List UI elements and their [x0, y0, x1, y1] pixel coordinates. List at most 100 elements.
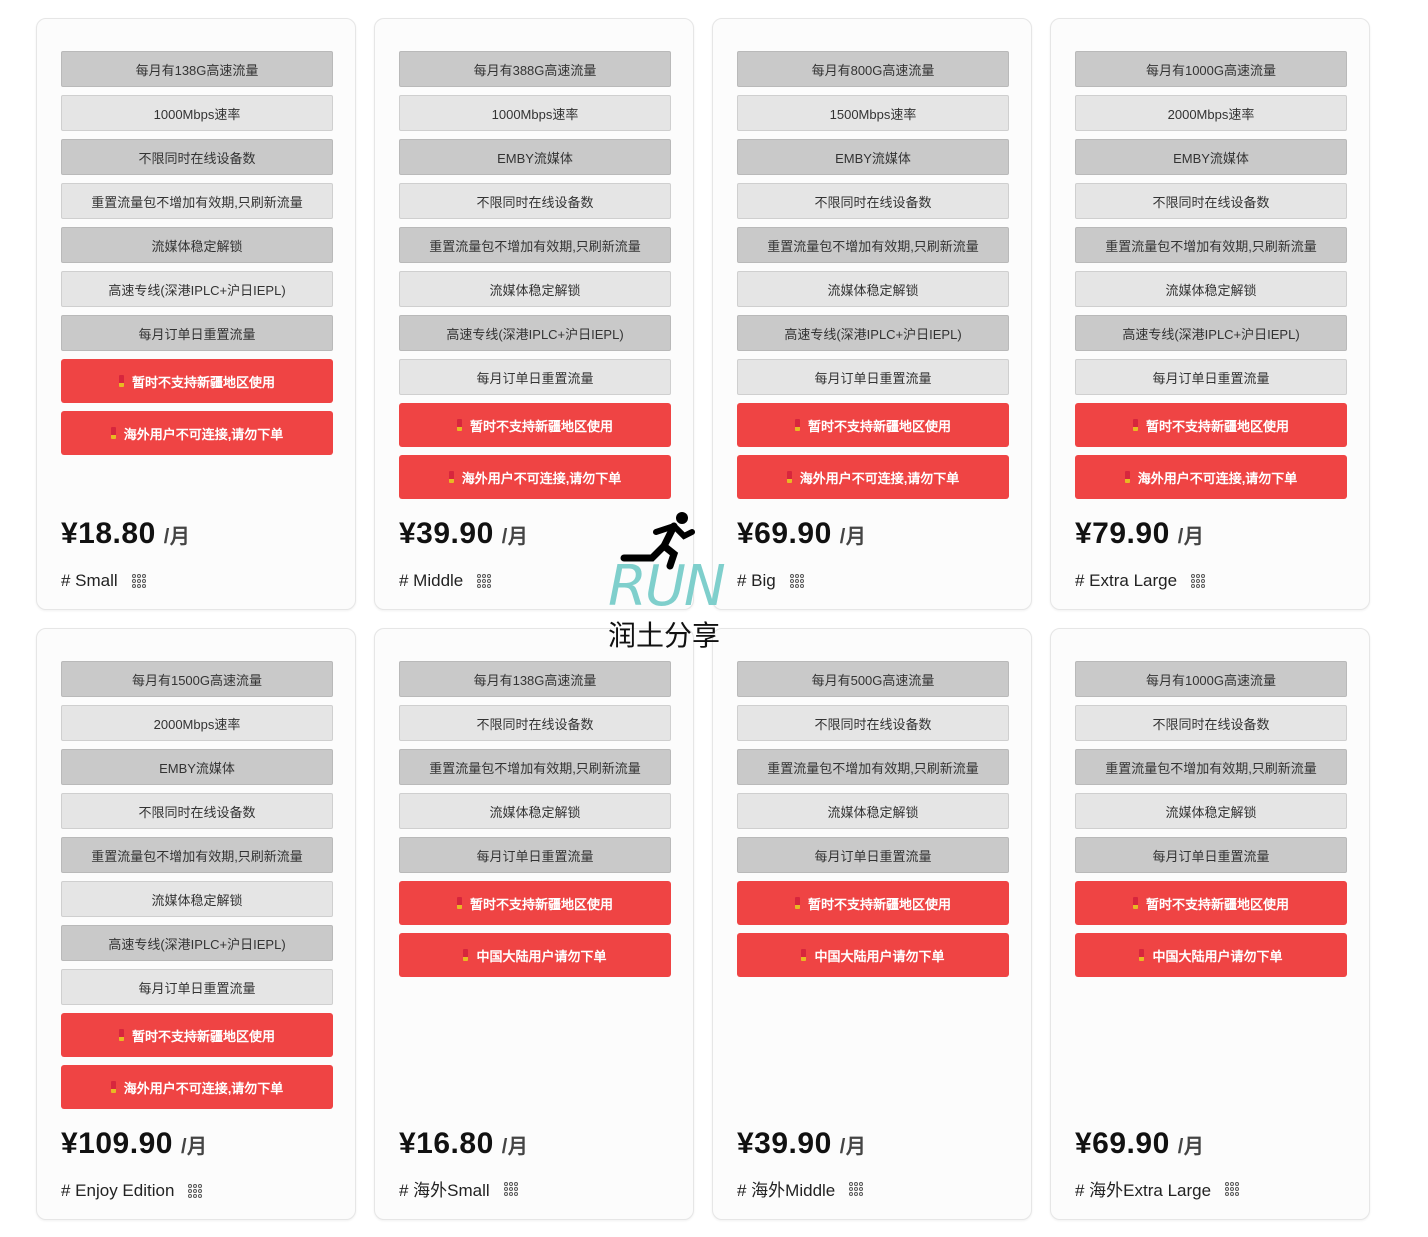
- item-text: 流媒体稳定解锁: [827, 804, 919, 820]
- item-text: 每月订单日重置流量: [476, 370, 594, 386]
- item-text: 流媒体稳定解锁: [489, 804, 581, 820]
- price: ¥39.90/月: [399, 517, 528, 551]
- command-icon[interactable]: [131, 574, 146, 588]
- plan-name-text: # Enjoy Edition: [61, 1181, 175, 1200]
- plan-card[interactable]: 每月有1000G高速流量 2000Mbps速率 EMBY流媒体 不限同时在线设备数 重置…: [1050, 18, 1370, 610]
- item-text: 不限同时在线设备数: [1152, 716, 1270, 732]
- plan-card[interactable]: 每月有1000G高速流量 不限同时在线设备数 重置流量包不增加有效期,只刷新流量 流媒…: [1050, 628, 1370, 1220]
- firecracker-icon: [786, 471, 792, 483]
- feature-item: 每月有1500G高速流量: [61, 661, 333, 697]
- price-unit: /月: [501, 526, 529, 548]
- plan-name: # Extra Large: [1075, 571, 1206, 591]
- price: ¥69.90/月: [1075, 1127, 1204, 1161]
- feature-item: 2000Mbps速率: [1075, 95, 1347, 131]
- feature-item: 每月有1000G高速流量: [1075, 51, 1347, 87]
- item-text: 每月有138G高速流量: [473, 672, 597, 688]
- command-icon[interactable]: [503, 1181, 518, 1196]
- price-unit: /月: [839, 1136, 867, 1158]
- item-text: 重置流量包不增加有效期,只刷新流量: [1105, 238, 1317, 254]
- item-text: 流媒体稳定解锁: [489, 282, 581, 298]
- plan-card[interactable]: 每月有500G高速流量 不限同时在线设备数 重置流量包不增加有效期,只刷新流量 流媒体…: [712, 628, 1032, 1220]
- feature-item: 不限同时在线设备数: [61, 793, 333, 829]
- feature-item: 重置流量包不增加有效期,只刷新流量: [1075, 749, 1347, 785]
- plan-name-text: # Middle: [399, 571, 464, 590]
- price-unit: /月: [839, 526, 867, 548]
- watermark-logo: RUN: [608, 554, 726, 619]
- item-text: 高速专线(深港IPLC+沪日IEPL): [446, 326, 624, 342]
- item-text: 1500Mbps速率: [829, 106, 917, 122]
- feature-item: EMBY流媒体: [399, 139, 671, 175]
- command-icon[interactable]: [1191, 574, 1206, 588]
- item-text: EMBY流媒体: [159, 760, 235, 776]
- command-icon[interactable]: [1225, 1181, 1240, 1196]
- item-text: 不限同时在线设备数: [814, 194, 932, 210]
- feature-item: 高速专线(深港IPLC+沪日IEPL): [737, 315, 1009, 351]
- command-icon[interactable]: [849, 1181, 864, 1196]
- plan-card[interactable]: 每月有138G高速流量 不限同时在线设备数 重置流量包不增加有效期,只刷新流量 流媒体…: [374, 628, 694, 1220]
- feature-item: 1500Mbps速率: [737, 95, 1009, 131]
- item-text: 流媒体稳定解锁: [1165, 804, 1257, 820]
- feature-item: 每月订单日重置流量: [61, 969, 333, 1005]
- plan-name-text: # 海外Middle: [737, 1181, 836, 1200]
- feature-item: 流媒体稳定解锁: [737, 271, 1009, 307]
- plan-name: # 海外Middle: [737, 1176, 864, 1201]
- price-unit: /月: [180, 1136, 208, 1158]
- firecracker-icon: [118, 375, 124, 387]
- command-icon[interactable]: [477, 574, 492, 588]
- warning-item: 中国大陆用户请勿下单: [737, 933, 1009, 977]
- feature-item: 不限同时在线设备数: [61, 139, 333, 175]
- item-text: 不限同时在线设备数: [1152, 194, 1270, 210]
- feature-list: 每月有800G高速流量 1500Mbps速率 EMBY流媒体 不限同时在线设备数 重置流…: [737, 51, 1009, 507]
- feature-item: 每月订单日重置流量: [737, 837, 1009, 873]
- feature-item: 每月有500G高速流量: [737, 661, 1009, 697]
- price: ¥16.80/月: [399, 1127, 528, 1161]
- item-text: 重置流量包不增加有效期,只刷新流量: [91, 194, 303, 210]
- warning-item: 中国大陆用户请勿下单: [1075, 933, 1347, 977]
- command-icon[interactable]: [188, 1184, 203, 1198]
- warning-item: 海外用户不可连接,请勿下单: [1075, 455, 1347, 499]
- plan-card[interactable]: 每月有388G高速流量 1000Mbps速率 EMBY流媒体 不限同时在线设备数 重置流…: [374, 18, 694, 610]
- feature-item: 1000Mbps速率: [399, 95, 671, 131]
- price-unit: /月: [1177, 1136, 1205, 1158]
- firecracker-icon: [794, 897, 800, 909]
- item-text: 重置流量包不增加有效期,只刷新流量: [429, 238, 641, 254]
- firecracker-icon: [110, 1081, 116, 1093]
- plan-name-text: # Big: [737, 571, 776, 590]
- feature-item: 流媒体稳定解锁: [1075, 271, 1347, 307]
- price-unit: /月: [1177, 526, 1205, 548]
- feature-item: 不限同时在线设备数: [399, 705, 671, 741]
- item-text: 暂时不支持新疆地区使用: [1145, 896, 1289, 912]
- item-text: 每月订单日重置流量: [814, 370, 932, 386]
- feature-item: 每月有138G高速流量: [61, 51, 333, 87]
- plan-card[interactable]: 每月有138G高速流量 1000Mbps速率 不限同时在线设备数 重置流量包不增加有效…: [36, 18, 356, 610]
- feature-item: EMBY流媒体: [61, 749, 333, 785]
- price: ¥39.90/月: [737, 1127, 866, 1161]
- firecracker-icon: [456, 419, 462, 431]
- feature-list: 每月有138G高速流量 不限同时在线设备数 重置流量包不增加有效期,只刷新流量 流媒体…: [399, 661, 671, 985]
- item-text: 2000Mbps速率: [153, 716, 241, 732]
- item-text: 暂时不支持新疆地区使用: [807, 896, 951, 912]
- price: ¥18.80/月: [61, 517, 190, 551]
- item-text: 中国大陆用户请勿下单: [814, 948, 945, 964]
- warning-item: 暂时不支持新疆地区使用: [399, 881, 671, 925]
- command-icon[interactable]: [789, 574, 804, 588]
- plan-card[interactable]: 每月有1500G高速流量 2000Mbps速率 EMBY流媒体 不限同时在线设备数 重置…: [36, 628, 356, 1220]
- feature-list: 每月有1500G高速流量 2000Mbps速率 EMBY流媒体 不限同时在线设备数 重置…: [61, 661, 333, 1117]
- firecracker-icon: [118, 1029, 124, 1041]
- price: ¥79.90/月: [1075, 517, 1204, 551]
- item-text: 每月订单日重置流量: [1152, 370, 1270, 386]
- firecracker-icon: [1139, 949, 1145, 961]
- item-text: 暂时不支持新疆地区使用: [469, 418, 613, 434]
- item-text: 不限同时在线设备数: [814, 716, 932, 732]
- price: ¥69.90/月: [737, 517, 866, 551]
- runner-icon: [620, 512, 695, 570]
- item-text: 流媒体稳定解锁: [1165, 282, 1257, 298]
- item-text: 每月订单日重置流量: [814, 848, 932, 864]
- item-text: 中国大陆用户请勿下单: [1152, 948, 1283, 964]
- item-text: 高速专线(深港IPLC+沪日IEPL): [1122, 326, 1300, 342]
- feature-item: 不限同时在线设备数: [737, 705, 1009, 741]
- feature-item: 流媒体稳定解锁: [61, 881, 333, 917]
- plan-card[interactable]: 每月有800G高速流量 1500Mbps速率 EMBY流媒体 不限同时在线设备数 重置流…: [712, 18, 1032, 610]
- feature-item: 不限同时在线设备数: [1075, 705, 1347, 741]
- warning-item: 暂时不支持新疆地区使用: [1075, 881, 1347, 925]
